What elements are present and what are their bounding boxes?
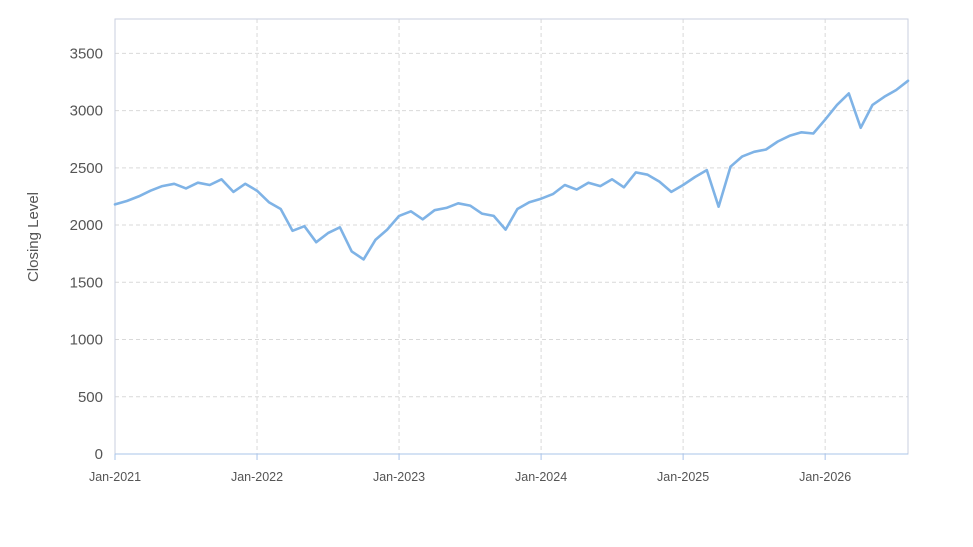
y-tick-label: 3000 — [70, 103, 103, 120]
y-tick-label: 500 — [78, 389, 103, 406]
y-tick-label: 2500 — [70, 160, 103, 177]
x-tick-label: Jan-2024 — [515, 470, 567, 484]
x-axis: Jan-2021 Jan-2022 Jan-2023 Jan-2024 Jan-2025… — [89, 453, 908, 484]
y-tick-label: 2000 — [70, 217, 103, 234]
y-tick-label: 1500 — [70, 274, 103, 291]
y-tick-label: 0 — [95, 446, 103, 463]
x-tick-label: Jan-2022 — [231, 470, 283, 484]
x-tick-label: Jan-2026 — [799, 470, 851, 484]
x-tick-label: Jan-2021 — [89, 470, 141, 484]
x-tick-label: Jan-2025 — [657, 470, 709, 484]
y-tick-label: 1000 — [70, 332, 103, 349]
y-tick-label: 3500 — [70, 45, 103, 62]
plot-frame — [114, 18, 909, 455]
grid-lines — [115, 19, 908, 454]
x-tick-label: Jan-2023 — [373, 470, 425, 484]
y-axis-title: Closing Level — [25, 192, 42, 282]
y-axis: 0 500 1000 1500 2000 2500 3000 3500 — [70, 45, 103, 463]
series-line — [113, 79, 910, 261]
